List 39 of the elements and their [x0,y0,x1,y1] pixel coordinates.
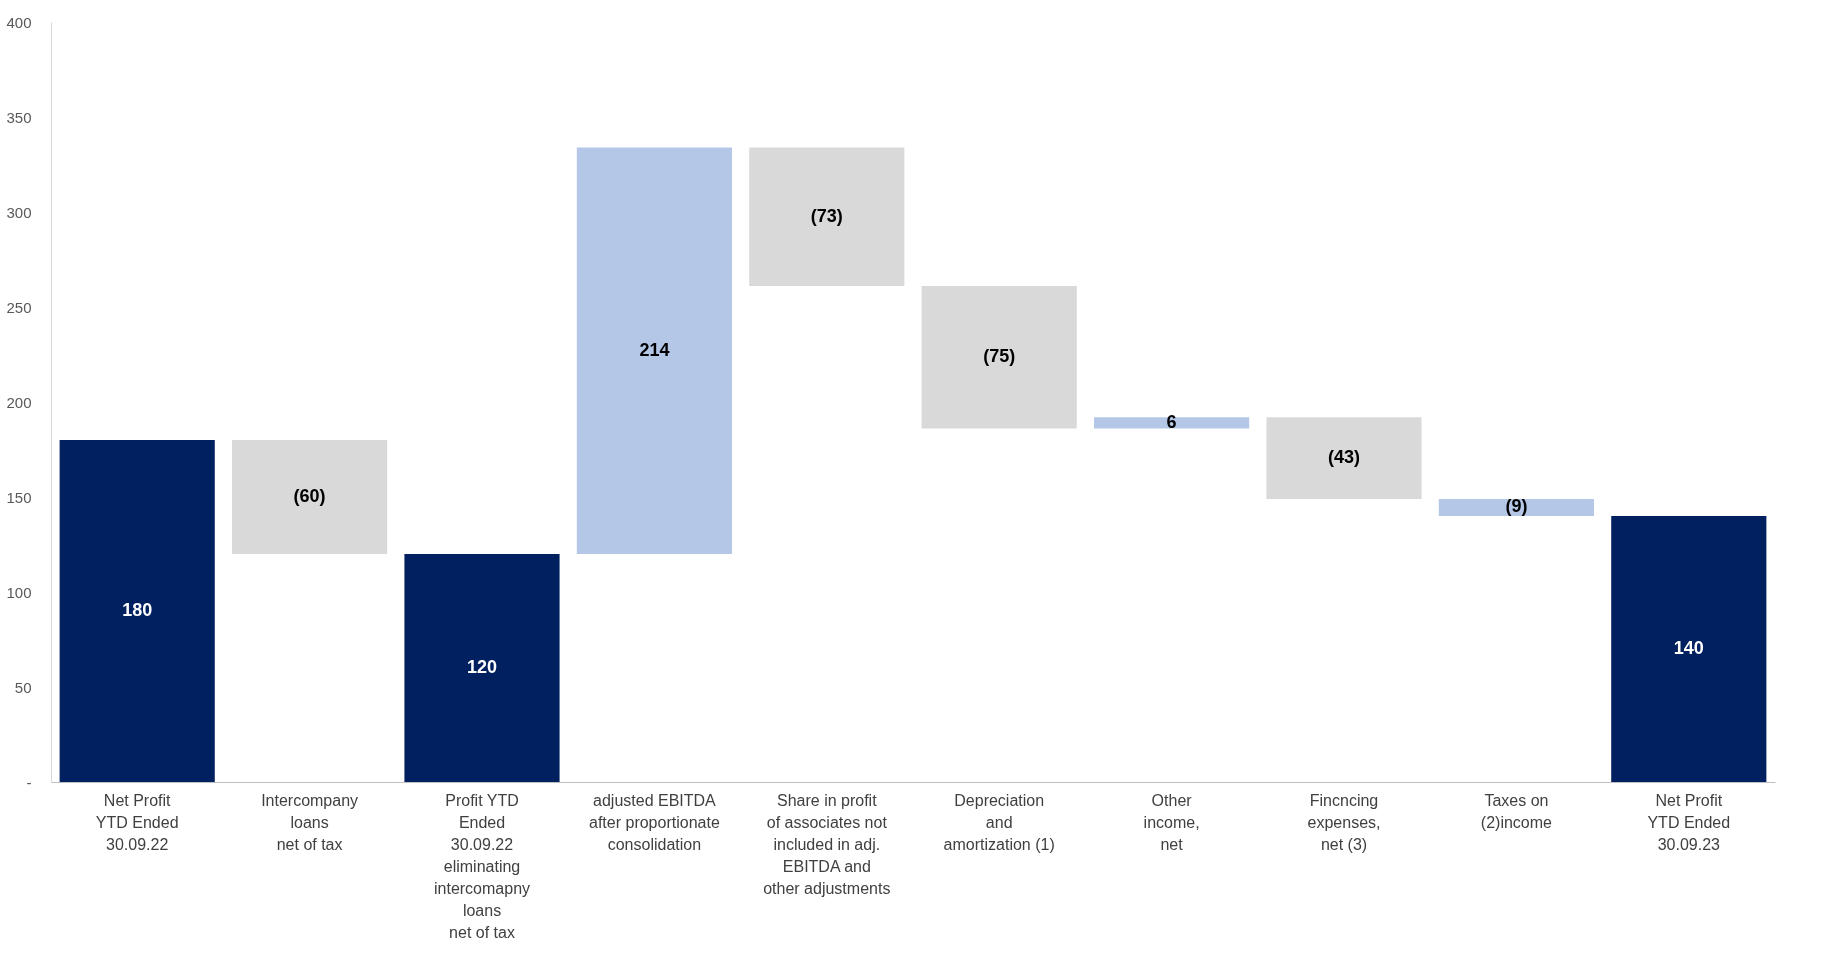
y-tick-label: 100 [6,583,32,601]
bar [1094,417,1250,429]
x-tick-label: Taxes on (2)income [1480,791,1553,831]
x-tick-label: adjusted EBITDA after proportionate consolidation [589,791,720,853]
data-label: 120 [466,657,498,677]
data-label: (73) [810,205,843,226]
y-tick-label: - [26,773,32,791]
y-tick-label: 200 [6,393,32,411]
x-tick-label: Depreciation and amortization (1) [943,791,1055,853]
x-tick-label: Net Profit YTD Ended 30.09.22 [95,791,179,853]
data-label: (75) [983,346,1016,367]
data-label: (43) [1327,447,1361,468]
data-label: (60) [293,486,326,506]
y-tick-label: 400 [6,13,32,31]
y-tick-label: 300 [6,203,32,221]
x-tick-label: Net Profit YTD Ended 30.09.23 [1647,791,1731,853]
bar [576,147,732,554]
bar [749,147,905,287]
data-label: 180 [122,600,153,620]
data-label: 214 [639,339,670,360]
x-tick-label: Other income, net [1143,791,1200,853]
x-tick-label: Profit YTD Ended 30.09.22 eliminating intercomapny loans net of tax [433,791,531,941]
bar [1266,417,1422,499]
bar [404,554,560,782]
bar [1611,516,1767,782]
x-tick-label: Fincncing expenses, net (3) [1307,791,1381,853]
y-tick-label: 150 [6,488,32,506]
bar [59,440,215,782]
bar [232,440,388,554]
y-tick-label: 50 [14,678,32,696]
data-label: 140 [1673,638,1704,658]
bar [1438,498,1594,516]
x-tick-label: Share in profit of associates not included in adj. EBITDA and other adjustments [763,791,891,897]
x-tick-label: Intercompany loans net of tax [261,791,359,853]
y-tick-label: 250 [6,298,32,316]
data-label: (9) [1505,496,1528,517]
bar [921,286,1077,429]
y-tick-label: 350 [6,108,32,126]
data-label: 6 [1166,411,1177,432]
